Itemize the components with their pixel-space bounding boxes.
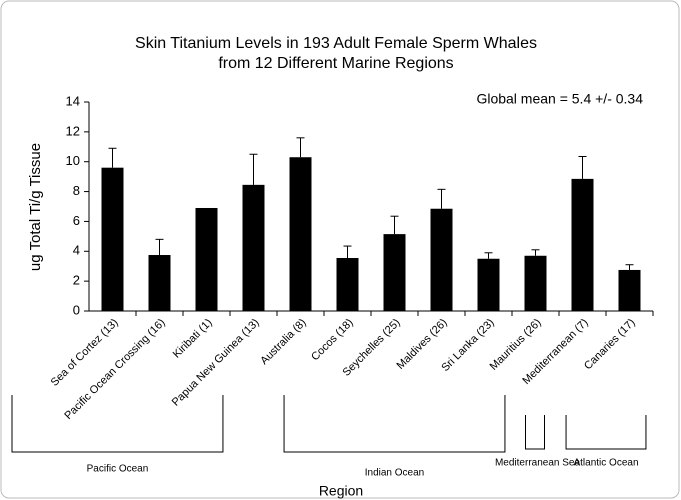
bar bbox=[148, 255, 171, 311]
bar bbox=[242, 184, 265, 311]
bar bbox=[430, 208, 453, 311]
y-tick-label: 0 bbox=[73, 302, 80, 317]
chart-title: from 12 Different Marine Regions bbox=[218, 55, 453, 72]
bar bbox=[383, 234, 406, 311]
bar bbox=[524, 255, 547, 311]
region-label: Mediterranean Sea bbox=[495, 458, 580, 469]
y-tick-label: 10 bbox=[66, 153, 80, 168]
error-bar bbox=[437, 188, 446, 209]
y-tick-label: 4 bbox=[73, 243, 80, 258]
region-bracket bbox=[525, 415, 545, 450]
bar bbox=[618, 269, 641, 311]
y-tick-label: 2 bbox=[73, 273, 80, 288]
bar bbox=[336, 258, 359, 311]
error-bar bbox=[343, 245, 352, 259]
bar bbox=[477, 258, 500, 311]
y-axis-label: ug Total Ti/g Tissue bbox=[27, 143, 44, 271]
region-bracket bbox=[11, 395, 224, 453]
error-bar bbox=[578, 155, 587, 179]
y-tick-label: 8 bbox=[73, 183, 80, 198]
x-axis-label: Region bbox=[319, 483, 363, 499]
error-bar bbox=[531, 249, 540, 256]
region-bracket bbox=[565, 415, 647, 450]
region-label: Atlantic Ocean bbox=[573, 458, 638, 469]
bar bbox=[101, 167, 124, 311]
error-bar bbox=[249, 153, 258, 185]
region-label: Pacific Ocean bbox=[87, 464, 149, 475]
y-tick-label: 6 bbox=[73, 213, 80, 228]
y-tick-label: 14 bbox=[66, 93, 80, 108]
bar bbox=[195, 207, 218, 311]
bar bbox=[289, 157, 312, 311]
region-label: Indian Ocean bbox=[365, 468, 425, 479]
error-bar bbox=[296, 137, 305, 158]
y-tick-label: 12 bbox=[66, 123, 80, 138]
error-bar bbox=[625, 264, 634, 270]
error-bar bbox=[108, 147, 117, 168]
error-bar bbox=[390, 215, 399, 235]
error-bar bbox=[484, 252, 493, 259]
annotation: Global mean = 5.4 +/- 0.34 bbox=[476, 91, 643, 107]
region-bracket bbox=[283, 395, 506, 453]
bar bbox=[571, 178, 594, 311]
chart-title: Skin Titanium Levels in 193 Adult Female… bbox=[135, 35, 537, 52]
error-bar bbox=[155, 238, 164, 256]
